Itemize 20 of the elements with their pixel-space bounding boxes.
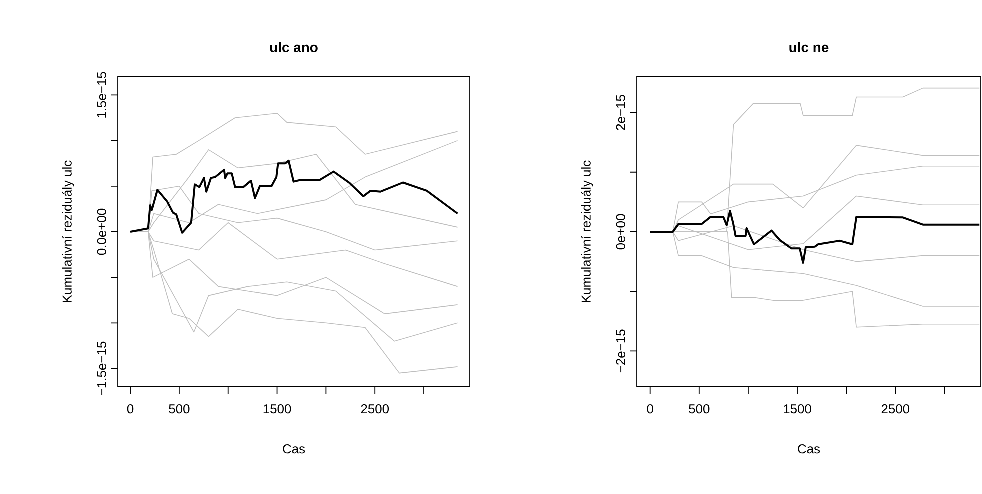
y-tick-label: 2e−15 xyxy=(616,95,626,130)
y-axis-title: Kumulativní reziduály ulc xyxy=(62,160,74,303)
y-tick-label: −1.5e−15 xyxy=(97,342,106,396)
y-axis-title: Kumulativní reziduály ulc xyxy=(581,160,594,303)
x-tick-label: 500 xyxy=(689,404,710,414)
x-tick-label: 500 xyxy=(169,404,190,414)
x-axis-title: Cas xyxy=(283,444,306,454)
y-tick-label: −2e−15 xyxy=(616,330,626,373)
x-tick-label: 2500 xyxy=(882,404,910,414)
x-tick-label: 1500 xyxy=(264,404,292,414)
x-tick-label: 1500 xyxy=(784,404,812,414)
y-tick-label: 0e+00 xyxy=(616,214,626,250)
x-tick-label: 2500 xyxy=(361,404,390,414)
chart-title: ulc ano xyxy=(270,42,318,52)
y-tick-label: 1.5e−15 xyxy=(97,72,106,118)
chart-title: ulc ne xyxy=(790,42,829,52)
x-axis-title: Cas xyxy=(798,444,820,454)
y-tick-label: 0.0e+00 xyxy=(97,208,106,256)
x-tick-label: 0 xyxy=(647,404,654,414)
x-tick-label: 0 xyxy=(127,404,134,414)
